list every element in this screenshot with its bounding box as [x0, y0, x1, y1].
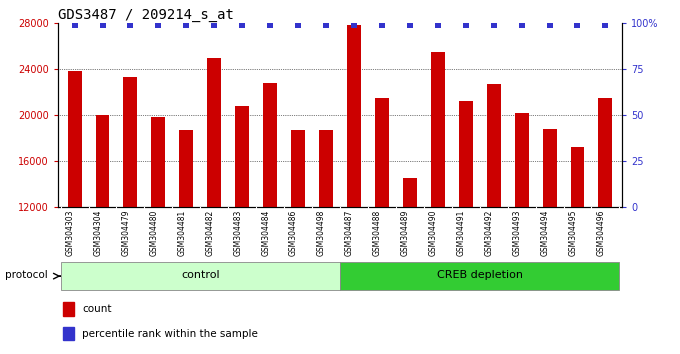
Bar [431, 52, 445, 207]
Text: GSM304492: GSM304492 [485, 210, 494, 256]
Bar [61, 262, 340, 290]
Point [320, 22, 331, 28]
Text: control: control [181, 270, 220, 280]
Text: percentile rank within the sample: percentile rank within the sample [82, 329, 258, 338]
Text: GDS3487 / 209214_s_at: GDS3487 / 209214_s_at [58, 8, 234, 22]
Text: GSM304483: GSM304483 [233, 210, 242, 256]
Text: GSM304480: GSM304480 [150, 210, 158, 256]
Text: GSM304490: GSM304490 [429, 210, 438, 256]
Point [600, 22, 611, 28]
Text: GSM304304: GSM304304 [94, 210, 103, 256]
Text: GSM304493: GSM304493 [513, 210, 522, 256]
Bar [291, 130, 305, 207]
Point [349, 22, 360, 28]
Point [405, 22, 415, 28]
Bar [63, 302, 73, 316]
Bar [487, 84, 500, 207]
Text: GSM304489: GSM304489 [401, 210, 410, 256]
Text: GSM304481: GSM304481 [177, 210, 186, 256]
Point [265, 22, 275, 28]
Bar [571, 147, 585, 207]
Bar [207, 57, 221, 207]
Point [516, 22, 527, 28]
Bar [63, 327, 73, 341]
Bar [598, 98, 613, 207]
Text: GSM304498: GSM304498 [317, 210, 326, 256]
Bar [340, 262, 619, 290]
Text: CREB depletion: CREB depletion [437, 270, 523, 280]
Bar [152, 118, 165, 207]
Bar [124, 77, 137, 207]
Text: GSM304484: GSM304484 [261, 210, 270, 256]
Text: GSM304494: GSM304494 [541, 210, 549, 256]
Bar [375, 98, 389, 207]
Point [125, 22, 136, 28]
Text: GSM304486: GSM304486 [289, 210, 298, 256]
Point [209, 22, 220, 28]
Text: GSM304495: GSM304495 [568, 210, 577, 256]
Text: count: count [82, 304, 112, 314]
Text: protocol: protocol [5, 270, 48, 280]
Point [97, 22, 108, 28]
Point [69, 22, 80, 28]
Bar [543, 129, 556, 207]
Bar [67, 72, 82, 207]
Point [153, 22, 164, 28]
Point [292, 22, 303, 28]
Point [572, 22, 583, 28]
Bar [459, 101, 473, 207]
Text: GSM304487: GSM304487 [345, 210, 354, 256]
Point [488, 22, 499, 28]
Bar [180, 130, 193, 207]
Text: GSM304482: GSM304482 [205, 210, 214, 256]
Text: GSM304496: GSM304496 [596, 210, 605, 256]
Text: GSM304488: GSM304488 [373, 210, 382, 256]
Point [237, 22, 248, 28]
Point [544, 22, 555, 28]
Point [460, 22, 471, 28]
Point [377, 22, 388, 28]
Bar [347, 25, 361, 207]
Bar [319, 130, 333, 207]
Bar [515, 113, 528, 207]
Point [432, 22, 443, 28]
Bar [263, 83, 277, 207]
Bar [403, 178, 417, 207]
Bar [95, 115, 109, 207]
Text: GSM304303: GSM304303 [65, 210, 75, 256]
Point [181, 22, 192, 28]
Text: GSM304479: GSM304479 [122, 210, 131, 256]
Bar [235, 106, 249, 207]
Text: GSM304491: GSM304491 [457, 210, 466, 256]
